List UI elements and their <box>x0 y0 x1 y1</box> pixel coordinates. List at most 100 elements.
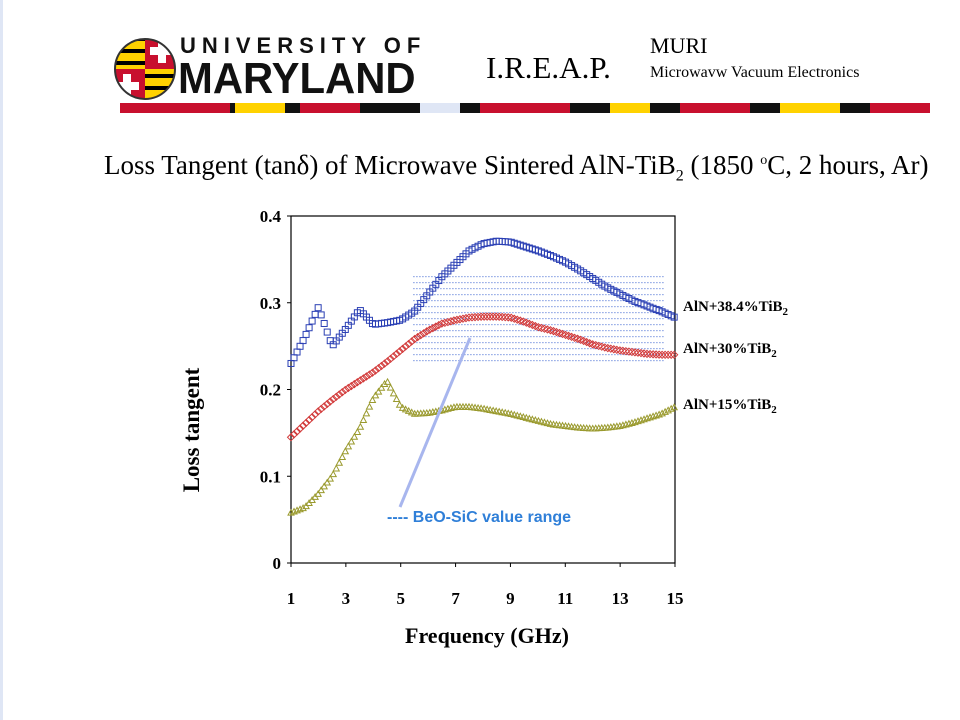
data-point <box>633 348 643 357</box>
data-point <box>657 350 667 360</box>
data-point <box>434 320 444 330</box>
left-edge-rule <box>0 0 3 720</box>
data-point <box>497 312 507 322</box>
data-point <box>329 394 338 404</box>
data-point <box>302 330 310 338</box>
data-point <box>287 508 295 516</box>
data-point <box>398 344 407 354</box>
data-point <box>546 326 555 335</box>
data-point <box>359 374 368 383</box>
data-point <box>296 342 304 350</box>
data-point <box>600 343 609 352</box>
data-point <box>308 317 316 325</box>
data-point <box>374 363 383 373</box>
data-point <box>431 322 441 331</box>
data-point <box>624 347 634 356</box>
data-point <box>310 410 320 419</box>
data-point <box>597 342 606 351</box>
data-point <box>341 385 350 395</box>
data-point <box>395 347 404 356</box>
beo-sic-annotation: ---- BeO-SiC value range <box>387 509 572 526</box>
muri-title: MURI <box>650 33 708 58</box>
data-point <box>383 357 392 366</box>
data-point <box>332 392 341 401</box>
data-point <box>404 339 413 349</box>
data-point <box>651 350 661 359</box>
data-point <box>473 312 483 322</box>
data-point <box>329 470 338 478</box>
series-square <box>287 237 678 367</box>
data-point <box>482 312 492 321</box>
data-point <box>317 311 325 319</box>
data-point <box>479 312 489 321</box>
data-point <box>344 442 353 450</box>
data-point <box>615 346 625 355</box>
data-point <box>669 350 679 360</box>
data-point <box>661 407 669 415</box>
data-point <box>335 390 344 399</box>
data-point <box>543 325 552 334</box>
series-label-30: AlN+30%TiB2 <box>683 341 777 360</box>
data-point <box>338 452 347 460</box>
data-point <box>401 342 410 351</box>
data-point <box>413 332 422 342</box>
data-point <box>470 312 480 322</box>
data-point <box>392 349 401 359</box>
data-point <box>322 399 332 409</box>
data-point <box>371 366 380 375</box>
data-point <box>666 350 676 360</box>
data-point <box>660 350 670 360</box>
data-point <box>356 422 365 430</box>
series-diamond <box>286 312 679 442</box>
y-tick-label: 0.3 <box>260 294 281 313</box>
data-point <box>335 458 344 466</box>
data-point <box>636 348 646 358</box>
data-point <box>389 389 398 397</box>
x-tick-label: 7 <box>451 589 460 608</box>
data-point <box>314 304 322 312</box>
data-point <box>609 345 619 354</box>
data-point <box>293 506 301 514</box>
data-point <box>305 324 313 332</box>
data-point <box>377 383 386 391</box>
data-point <box>296 505 304 513</box>
y-tick-label: 0 <box>273 554 282 573</box>
data-point <box>588 340 597 349</box>
data-point <box>389 352 398 361</box>
data-point <box>317 486 326 494</box>
data-point <box>299 337 307 345</box>
data-point <box>326 397 335 406</box>
data-point <box>293 348 301 356</box>
data-point <box>344 383 353 393</box>
series-label-38: AlN+38.4%TiB2 <box>683 299 789 318</box>
data-point <box>323 478 332 486</box>
header-color-stripe <box>120 103 930 113</box>
data-point <box>491 312 501 321</box>
data-point <box>504 313 513 322</box>
data-point <box>410 334 419 344</box>
data-point <box>380 359 389 368</box>
data-point <box>494 312 504 321</box>
data-point <box>371 391 380 399</box>
data-point <box>347 437 356 445</box>
series-triangle <box>287 377 679 516</box>
data-point <box>365 370 374 379</box>
data-point <box>618 346 628 356</box>
data-point <box>314 489 322 497</box>
data-point <box>313 407 323 416</box>
data-point <box>488 312 498 321</box>
data-point <box>534 322 543 332</box>
data-point <box>298 421 308 430</box>
logo-maryland: MARYLAND <box>178 54 416 103</box>
data-point <box>323 328 331 336</box>
data-point <box>347 381 356 391</box>
x-tick-label: 9 <box>506 589 515 608</box>
data-point <box>654 350 664 359</box>
data-point <box>307 412 317 422</box>
data-point <box>353 378 362 387</box>
data-point <box>603 343 613 353</box>
data-point <box>311 310 319 318</box>
data-point <box>540 324 549 333</box>
data-point <box>289 430 299 439</box>
